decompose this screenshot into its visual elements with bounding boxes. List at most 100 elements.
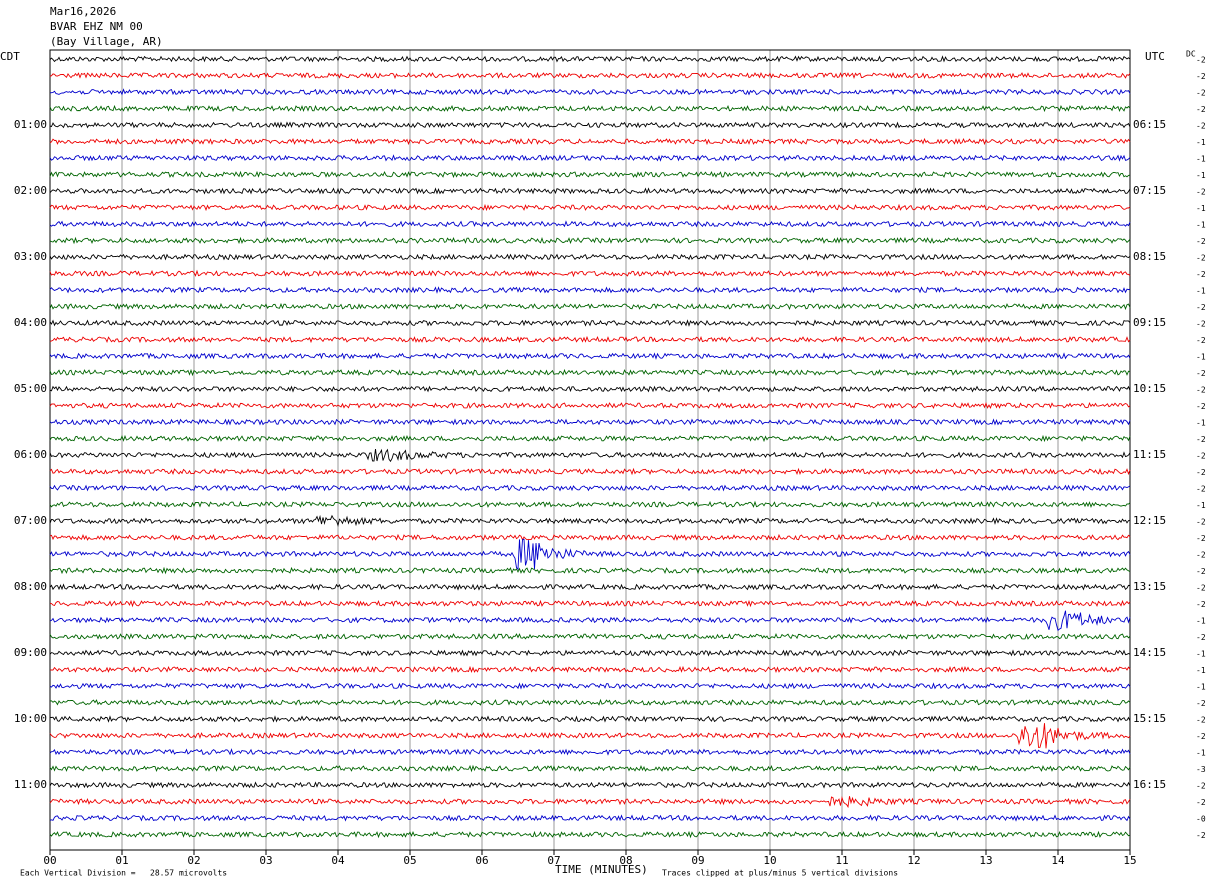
trace xyxy=(49,764,1131,773)
x-tick-label: 02 xyxy=(187,854,200,867)
trace xyxy=(49,748,1131,756)
dc-value: -2 xyxy=(1196,56,1206,65)
dc-value: -2 xyxy=(1196,435,1206,444)
dc-value: -2 xyxy=(1196,518,1206,527)
trace xyxy=(49,566,1131,575)
dc-value: -1 xyxy=(1196,617,1206,626)
trace xyxy=(49,137,1131,146)
right-time-label: 08:15 xyxy=(1133,250,1166,263)
trace xyxy=(49,236,1131,245)
left-zone: CDT xyxy=(0,50,20,63)
x-title: TIME (MINUTES) xyxy=(555,863,648,876)
trace xyxy=(49,170,1131,179)
trace xyxy=(49,500,1131,508)
trace xyxy=(49,352,1131,360)
left-time-label: 01:00 xyxy=(14,118,47,131)
right-time-label: 14:15 xyxy=(1133,646,1166,659)
dc-value: -1 xyxy=(1196,666,1206,675)
right-time-label: 10:15 xyxy=(1133,382,1166,395)
dc-value: -2 xyxy=(1196,551,1206,560)
right-time-label: 12:15 xyxy=(1133,514,1166,527)
right-time-label: 13:15 xyxy=(1133,580,1166,593)
trace xyxy=(49,121,1131,129)
dc-value: -2 xyxy=(1196,468,1206,477)
x-tick-label: 09 xyxy=(691,854,704,867)
dc-value: -0 xyxy=(1196,815,1206,824)
dc-value: -1 xyxy=(1196,501,1206,510)
x-tick-label: 12 xyxy=(907,854,920,867)
dc-value: -2 xyxy=(1196,386,1206,395)
dc-value: -2 xyxy=(1196,716,1206,725)
left-time-label: 02:00 xyxy=(14,184,47,197)
dc-value: -2 xyxy=(1196,89,1206,98)
x-tick-label: 00 xyxy=(43,854,56,867)
right-time-label: 11:15 xyxy=(1133,448,1166,461)
trace xyxy=(49,302,1131,311)
left-time-label: 04:00 xyxy=(14,316,47,329)
dc-value: -3 xyxy=(1196,765,1206,774)
dc-value: -1 xyxy=(1196,287,1206,296)
trace xyxy=(49,55,1131,63)
dc-value: -1 xyxy=(1196,221,1206,230)
plot xyxy=(49,49,1131,855)
dc-value: -1 xyxy=(1196,155,1206,164)
trace xyxy=(50,599,1131,608)
x-tick-label: 14 xyxy=(1051,854,1065,867)
dc-value: -2 xyxy=(1196,782,1206,791)
x-tick-label: 06 xyxy=(475,854,488,867)
dc-value: -2 xyxy=(1196,402,1206,411)
x-tick-label: 01 xyxy=(115,854,128,867)
footer-right: Traces clipped at plus/minus 5 vertical … xyxy=(662,869,898,878)
dc-value: -2 xyxy=(1196,237,1206,246)
trace xyxy=(49,154,1131,162)
left-time-label: 07:00 xyxy=(14,514,47,527)
trace xyxy=(49,286,1131,294)
right-zone: UTC xyxy=(1145,50,1165,63)
header-date: Mar16,2026 xyxy=(50,5,116,18)
x-tick-label: 05 xyxy=(403,854,416,867)
right-time-label: 06:15 xyxy=(1133,118,1166,131)
left-time-label: 05:00 xyxy=(14,382,47,395)
dc-value: -2 xyxy=(1196,831,1206,840)
dc-value: -1 xyxy=(1196,650,1206,659)
dc-value: -2 xyxy=(1196,270,1206,279)
dc-value: -2 xyxy=(1196,567,1206,576)
trace xyxy=(49,723,1131,749)
dc-value: -2 xyxy=(1196,254,1206,263)
trace xyxy=(49,583,1131,591)
header-location: (Bay Village, AR) xyxy=(50,35,163,48)
dc-value: -2 xyxy=(1196,336,1206,345)
dc-value: -2 xyxy=(1196,534,1206,543)
x-tick-label: 15 xyxy=(1123,854,1136,867)
dc-value: -2 xyxy=(1196,369,1206,378)
dc-value: -2 xyxy=(1196,732,1206,741)
dc-value: -2 xyxy=(1196,122,1206,131)
dc-value: -2 xyxy=(1196,452,1206,461)
dc-value: -2 xyxy=(1196,303,1206,312)
dc-value: -2 xyxy=(1196,584,1206,593)
trace xyxy=(49,104,1131,113)
trace xyxy=(49,71,1131,80)
left-time-label: 08:00 xyxy=(14,580,47,593)
right-time-label: 09:15 xyxy=(1133,316,1166,329)
right-time-label: 15:15 xyxy=(1133,712,1166,725)
trace xyxy=(49,319,1131,327)
left-time-label: 03:00 xyxy=(14,250,47,263)
dc-value: -1 xyxy=(1196,204,1206,213)
dc-value: -1 xyxy=(1196,353,1206,362)
trace xyxy=(49,682,1131,690)
trace xyxy=(49,203,1131,212)
trace xyxy=(49,610,1131,632)
left-time-label: 10:00 xyxy=(14,712,47,725)
trace xyxy=(49,715,1131,723)
dc-value: -2 xyxy=(1196,188,1206,197)
plot-frame xyxy=(49,49,1131,851)
dc-value: -2 xyxy=(1196,699,1206,708)
trace xyxy=(49,401,1131,410)
trace xyxy=(49,335,1131,344)
x-tick-label: 08 xyxy=(619,854,632,867)
trace xyxy=(49,665,1131,674)
trace xyxy=(49,187,1131,195)
trace xyxy=(49,467,1131,476)
